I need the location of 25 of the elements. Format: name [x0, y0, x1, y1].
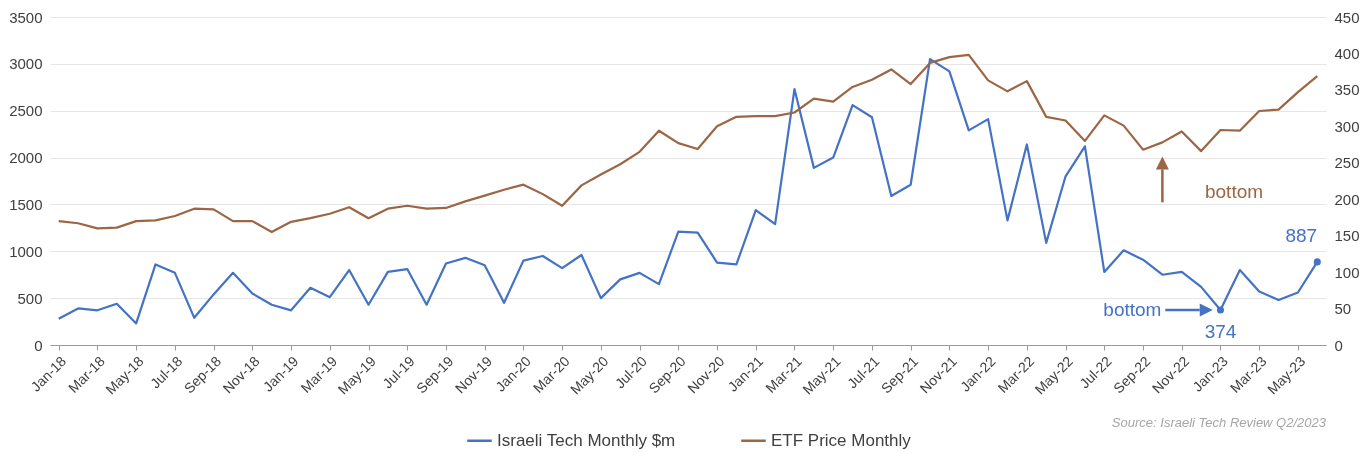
data-label: 374	[1204, 320, 1237, 342]
y-tick-label: 2500	[9, 102, 43, 120]
y-tick-label: 3500	[9, 8, 43, 26]
legend-label: Israeli Tech Monthly $m	[497, 430, 676, 450]
y2-tick-label: 50	[1334, 300, 1352, 318]
y2-tick-label: 350	[1334, 81, 1360, 99]
y-tick-label: 3000	[9, 55, 43, 73]
y2-tick-label: 300	[1334, 117, 1360, 135]
y-tick-label: 0	[34, 336, 43, 354]
y2-tick-label: 200	[1334, 190, 1360, 208]
y2-tick-label: 250	[1334, 154, 1360, 172]
y-tick-label: 1000	[9, 242, 43, 260]
data-label: 887	[1285, 224, 1318, 246]
annotation: bottom	[1204, 181, 1264, 203]
y-tick-label: 500	[17, 289, 43, 307]
y2-tick-label: 400	[1334, 44, 1360, 62]
legend-label: ETF Price Monthly	[771, 430, 912, 450]
y2-tick-label: 450	[1334, 8, 1360, 26]
y-tick-label: 2000	[9, 149, 43, 167]
y-tick-label: 1500	[9, 195, 43, 213]
source-note: Source: Israeli Tech Review Q2/2023	[1111, 415, 1327, 430]
annotation: bottom	[1103, 298, 1162, 320]
y2-tick-label: 100	[1334, 263, 1360, 281]
y2-tick-label: 0	[1334, 336, 1343, 354]
y2-tick-label: 150	[1334, 227, 1360, 245]
